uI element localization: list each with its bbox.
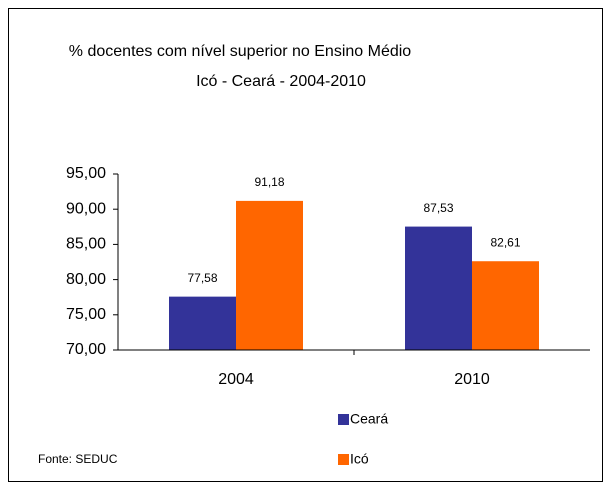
data-label: 87,53 xyxy=(423,201,453,215)
legend-label: Icó xyxy=(350,451,369,467)
x-tick-label: 2010 xyxy=(454,371,490,388)
y-tick-label: 95,00 xyxy=(66,165,106,182)
chart-title: % docentes com nível superior no Ensino … xyxy=(69,43,412,60)
bar xyxy=(169,296,236,350)
y-tick-label: 90,00 xyxy=(66,200,106,217)
y-tick-label: 80,00 xyxy=(66,271,106,288)
bar xyxy=(472,261,539,350)
y-tick-label: 85,00 xyxy=(66,236,106,253)
bar xyxy=(236,200,303,350)
data-label: 82,61 xyxy=(490,235,520,249)
data-label: 77,58 xyxy=(187,271,217,285)
legend-label: Ceará xyxy=(350,411,388,427)
bar xyxy=(405,226,472,350)
data-label: 91,18 xyxy=(254,175,284,189)
chart-frame xyxy=(8,8,603,482)
y-tick-label: 70,00 xyxy=(66,341,106,358)
x-tick-label: 2004 xyxy=(218,371,254,388)
legend-swatch xyxy=(338,414,349,425)
legend-swatch xyxy=(338,454,349,465)
source-note: Fonte: SEDUC xyxy=(38,452,118,466)
y-tick-label: 75,00 xyxy=(66,306,106,323)
chart-subtitle: Icó - Ceará - 2004-2010 xyxy=(196,73,366,90)
